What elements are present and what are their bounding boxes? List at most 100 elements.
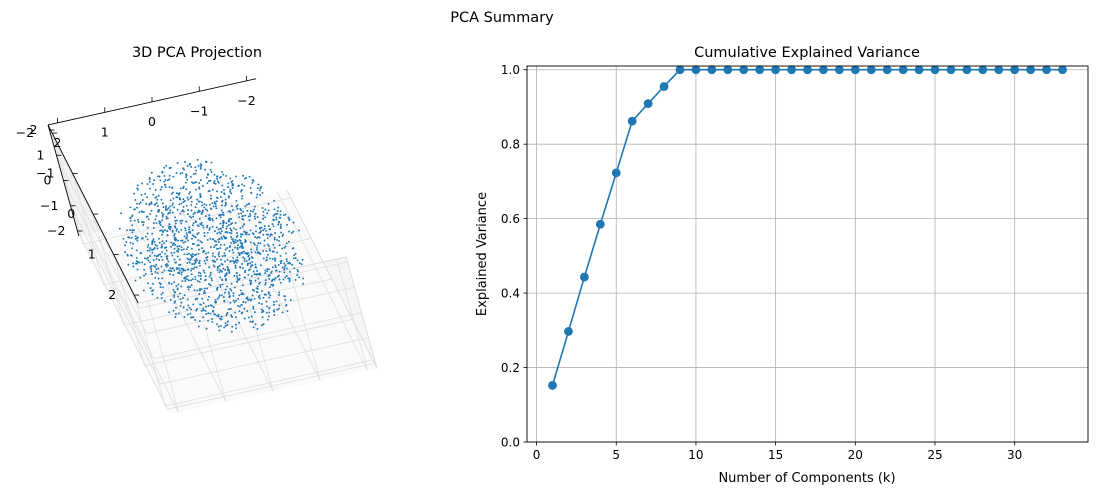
pca-3d-point — [211, 254, 214, 257]
pca-3d-point — [188, 215, 191, 218]
pca-3d-point — [186, 234, 189, 237]
pca-3d-point — [256, 252, 259, 254]
pca-3d-point — [182, 198, 185, 201]
pca-3d-gridlines — [49, 129, 376, 413]
pca-3d-point — [241, 242, 244, 245]
pca-3d-point — [186, 253, 189, 256]
pca-3d-point — [161, 291, 164, 294]
pca-3d-point — [154, 189, 157, 191]
pca-3d-point — [247, 203, 250, 205]
pca-3d-point — [191, 243, 194, 245]
pca-3d-point — [187, 288, 190, 291]
pca-3d-point — [180, 239, 183, 242]
pca-3d-point — [172, 288, 175, 291]
pca-3d-point — [198, 186, 201, 189]
pca-3d-point — [195, 169, 198, 172]
pca-3d-point — [204, 275, 207, 278]
pca-3d-point — [177, 271, 180, 274]
variance-y-tick-label: 0.2 — [501, 361, 520, 375]
pca-3d-point — [203, 231, 206, 234]
pca-3d-point — [150, 171, 153, 174]
pca-3d-point — [220, 262, 223, 265]
pca-3d-point — [214, 182, 217, 185]
pca-3d-point — [147, 218, 150, 221]
pca-3d-point — [296, 274, 299, 277]
variance-gridlines — [527, 66, 1088, 443]
pca-3d-point — [197, 232, 200, 234]
pca-3d-point — [232, 292, 235, 295]
pca-3d-point — [216, 247, 219, 250]
pca-3d-point — [171, 211, 174, 214]
pca-3d-point — [279, 260, 282, 263]
pca-3d-point — [230, 205, 233, 208]
pca-3d-point — [273, 199, 276, 202]
pca-3d-point — [214, 255, 216, 258]
variance-x-tick-label: 15 — [768, 448, 783, 462]
pca-3d-point — [179, 187, 182, 190]
variance-point — [914, 65, 924, 75]
pca-3d-point — [227, 224, 230, 226]
pca-3d-point — [168, 178, 171, 181]
pca-3d-point — [149, 213, 152, 216]
pca-3d-point — [229, 188, 232, 191]
pca-3d-point — [241, 267, 244, 270]
pca-3d-point — [287, 240, 290, 243]
pca-3d-point — [125, 241, 128, 243]
pca-3d-point — [167, 207, 170, 210]
pca-3d-point — [153, 179, 156, 182]
pca-3d-point — [225, 227, 228, 230]
pca-3d-point — [246, 310, 249, 312]
pca-3d-point — [231, 187, 234, 190]
pca-3d-point — [183, 277, 186, 280]
pca-3d-point — [238, 216, 241, 219]
pca-3d-point — [267, 203, 270, 205]
pca-3d-point — [278, 216, 281, 219]
pca-3d-point — [247, 215, 250, 218]
pca-3d-point — [202, 269, 205, 272]
pca-3d-point — [136, 187, 139, 190]
pca-3d-point — [283, 265, 286, 268]
pca-3d-point — [118, 227, 121, 230]
pca-3d-point — [162, 286, 165, 289]
pca-3d-point — [158, 281, 161, 284]
pca-3d-point — [174, 219, 177, 222]
pca-3d-point — [230, 314, 233, 317]
pca-3d-point — [284, 295, 286, 298]
pca-3d-point — [233, 301, 236, 304]
pca-3d-point — [152, 259, 155, 262]
pca-3d-point — [224, 204, 227, 207]
pca-3d-point — [181, 171, 184, 174]
pca-3d-point — [204, 279, 207, 282]
variance-y-tick-label: 0.6 — [501, 212, 520, 226]
pca-3d-point — [282, 214, 285, 217]
pca-3d-point — [161, 251, 164, 254]
pca-3d-point — [294, 252, 297, 255]
pca-3d-point — [251, 260, 254, 263]
pca-3d-point — [237, 184, 240, 187]
pca-3d-point — [179, 220, 182, 222]
pca-3d-point — [274, 266, 277, 269]
pca-3d-point — [258, 302, 261, 305]
pca-3d-point — [170, 270, 173, 273]
pca-3d-point — [243, 317, 246, 320]
pca-3d-point — [200, 309, 203, 312]
pca-3d-y-tick-label: −1 — [36, 166, 54, 181]
pca-3d-point — [253, 215, 256, 218]
pca-3d-point — [277, 239, 280, 242]
pca-3d-point — [206, 287, 209, 290]
pca-3d-point — [266, 268, 269, 271]
pca-3d-point — [190, 316, 192, 319]
pca-3d-point — [208, 190, 211, 192]
pca-3d-point — [208, 216, 211, 219]
pca-3d-point — [195, 258, 198, 260]
pca-3d-point — [163, 166, 166, 169]
pca-3d-point — [216, 180, 219, 183]
pca-3d-point — [134, 237, 137, 240]
pca-3d-point — [278, 278, 281, 281]
pca-3d-point — [249, 320, 252, 323]
pca-3d-point — [218, 271, 221, 274]
pca-3d-point — [237, 297, 240, 300]
pca-3d-point — [184, 227, 187, 230]
pca-3d-point — [249, 241, 252, 244]
pca-3d-point — [134, 279, 137, 282]
